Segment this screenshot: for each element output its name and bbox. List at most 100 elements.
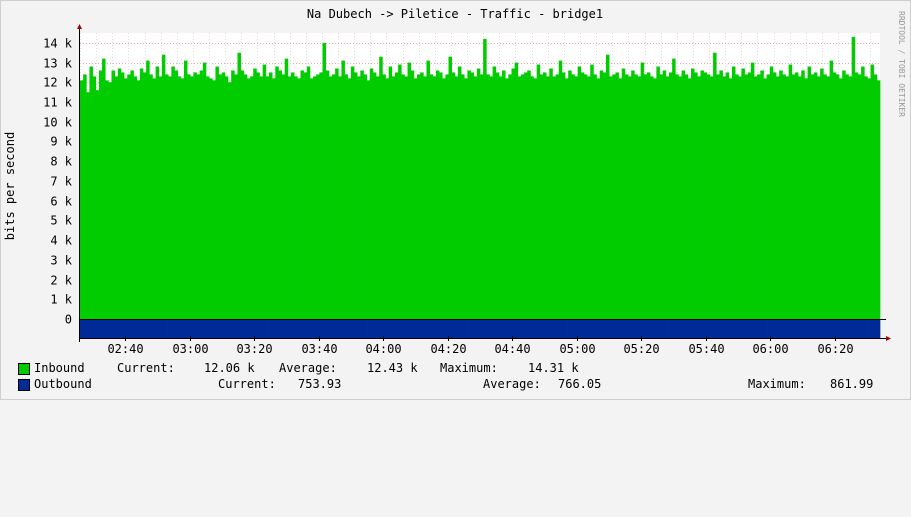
- inbound-sample: [196, 74, 201, 319]
- outbound-sample: [541, 319, 545, 338]
- outbound-sample: [415, 319, 420, 338]
- inbound-sample: [410, 70, 415, 319]
- outbound-sample: [863, 319, 868, 338]
- outbound-sample: [573, 319, 578, 338]
- legend-current-value-inbound: 12.06 k: [204, 361, 255, 375]
- inbound-sample: [234, 74, 238, 319]
- legend-name-outbound: Outbound: [34, 377, 92, 391]
- outbound-sample: [531, 319, 536, 338]
- inbound-sample: [291, 72, 295, 319]
- outbound-sample: [770, 319, 774, 338]
- inbound-sample: [473, 76, 478, 319]
- outbound-sample: [167, 319, 171, 338]
- inbound-sample: [766, 74, 771, 319]
- inbound-sample: [864, 76, 868, 319]
- x-tick-label: 03:20: [236, 342, 272, 356]
- outbound-sample: [621, 319, 626, 338]
- inbound-sample: [694, 72, 698, 319]
- outbound-sample: [192, 319, 197, 338]
- inbound-sample: [250, 76, 254, 319]
- outbound-sample: [463, 319, 468, 338]
- axes: [77, 24, 891, 342]
- y-tick-label: 2 k: [50, 274, 72, 288]
- outbound-sample: [399, 319, 403, 338]
- outbound-sample: [441, 319, 445, 338]
- outbound-sample: [647, 319, 652, 338]
- outbound-sample: [518, 319, 523, 338]
- inbound-sample: [372, 72, 377, 319]
- inbound-sample: [511, 68, 515, 319]
- outbound-sample: [386, 319, 391, 338]
- inbound-sample: [779, 70, 783, 319]
- inbound-sample: [527, 70, 531, 319]
- outbound-sample: [128, 319, 132, 338]
- inbound-sample: [470, 72, 475, 319]
- inbound-sample: [325, 70, 330, 319]
- inbound-sample: [514, 62, 519, 320]
- inbound-sample: [495, 72, 500, 319]
- inbound-sample: [297, 78, 301, 320]
- outbound-sample: [354, 319, 358, 338]
- inbound-sample: [467, 70, 471, 319]
- inbound-sample: [117, 68, 122, 319]
- outbound-sample: [544, 319, 549, 338]
- outbound-sample: [283, 319, 287, 338]
- x-tick-label: 05:40: [688, 342, 724, 356]
- outbound-sample: [725, 319, 729, 338]
- inbound-sample: [552, 76, 556, 319]
- outbound-sample: [318, 319, 323, 338]
- outbound-sample: [389, 319, 394, 338]
- outbound-sample: [134, 319, 139, 338]
- outbound-sample: [238, 319, 242, 338]
- inbound-sample: [335, 68, 339, 319]
- inbound-sample: [697, 76, 701, 319]
- outbound-sample: [609, 319, 613, 338]
- inbound-sample: [650, 76, 654, 319]
- inbound-sample: [700, 70, 704, 319]
- inbound-sample: [823, 74, 827, 319]
- outbound-sample: [667, 319, 671, 338]
- outbound-sample: [212, 319, 216, 338]
- outbound-sample: [321, 319, 326, 338]
- outbound-sample: [163, 319, 168, 338]
- outbound-sample: [538, 319, 542, 338]
- outbound-sample: [412, 319, 416, 338]
- legend-row-outbound: Outbound Current: 753.93 Average: 766.05…: [18, 377, 898, 393]
- inbound-sample: [354, 72, 358, 319]
- outbound-sample: [157, 319, 161, 338]
- inbound-sample: [95, 90, 100, 319]
- inbound-sample: [262, 64, 267, 319]
- outbound-sample: [680, 319, 684, 338]
- series-layer: [80, 36, 881, 338]
- inbound-sample: [435, 70, 440, 319]
- outbound-sample: [489, 319, 494, 338]
- legend-maximum-value-inbound: 14.31 k: [528, 361, 579, 375]
- outbound-sample: [560, 319, 565, 338]
- inbound-sample: [423, 76, 427, 319]
- inbound-sample: [306, 66, 311, 319]
- outbound-sample: [121, 319, 126, 338]
- legend-swatch-inbound: [18, 363, 30, 375]
- inbound-sample: [328, 76, 333, 319]
- outbound-sample: [470, 319, 474, 338]
- inbound-sample: [205, 76, 210, 319]
- outbound-sample: [102, 319, 107, 338]
- inbound-sample: [722, 76, 727, 319]
- outbound-sample: [850, 319, 855, 338]
- inbound-sample: [498, 76, 503, 319]
- outbound-sample: [596, 319, 600, 338]
- inbound-sample: [341, 60, 345, 320]
- inbound-sample: [127, 74, 131, 319]
- inbound-sample: [725, 72, 730, 319]
- inbound-sample: [464, 78, 468, 320]
- outbound-sample: [241, 319, 245, 338]
- outbound-sample: [750, 319, 755, 338]
- outbound-sample: [673, 319, 678, 338]
- outbound-sample: [844, 319, 849, 338]
- inbound-sample: [709, 76, 714, 319]
- x-tick-label: 06:20: [817, 342, 853, 356]
- outbound-sample: [202, 319, 207, 338]
- y-tick-label: 11 k: [43, 96, 73, 110]
- inbound-sample: [741, 68, 745, 319]
- inbound-sample: [322, 42, 327, 320]
